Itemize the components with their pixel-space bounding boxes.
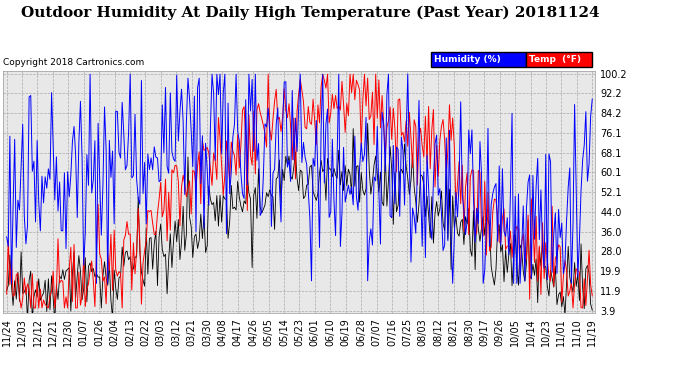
Text: Copyright 2018 Cartronics.com: Copyright 2018 Cartronics.com xyxy=(3,58,145,67)
Text: Humidity (%): Humidity (%) xyxy=(434,55,501,64)
Text: Temp  (°F): Temp (°F) xyxy=(529,55,581,64)
Text: Outdoor Humidity At Daily High Temperature (Past Year) 20181124: Outdoor Humidity At Daily High Temperatu… xyxy=(21,6,600,20)
